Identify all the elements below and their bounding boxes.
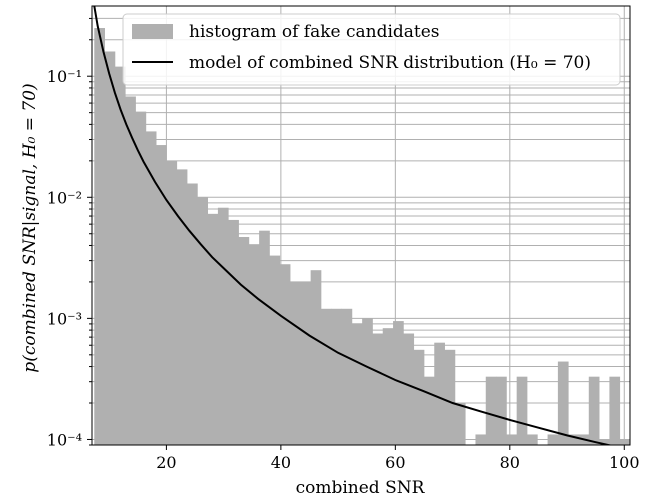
histogram-bar bbox=[187, 183, 198, 445]
histogram-bar bbox=[228, 219, 239, 445]
histogram-bar bbox=[599, 439, 610, 445]
histogram-bar bbox=[526, 434, 538, 445]
x-tick-label: 60 bbox=[385, 453, 405, 472]
histogram-bar bbox=[588, 376, 600, 445]
histogram-bar bbox=[413, 349, 425, 445]
histogram-bar bbox=[609, 376, 621, 445]
histogram-bar bbox=[176, 169, 188, 445]
histogram-bar bbox=[444, 349, 456, 445]
legend-label-histogram: histogram of fake candidates bbox=[189, 22, 440, 42]
histogram-bar bbox=[516, 376, 528, 445]
histogram-bar bbox=[434, 342, 445, 445]
histogram-bar bbox=[238, 236, 250, 445]
histogram-bar bbox=[135, 111, 147, 445]
y-tick-label: 10⁻⁴ bbox=[47, 430, 82, 449]
histogram-bar bbox=[310, 270, 322, 445]
histogram-bar bbox=[331, 308, 342, 445]
histogram-bar bbox=[341, 308, 353, 445]
histogram-bar bbox=[372, 333, 384, 445]
histogram-bar bbox=[207, 213, 219, 445]
legend-label-model: model of combined SNR distribution (H₀ =… bbox=[189, 53, 591, 73]
histogram-bar bbox=[351, 323, 363, 445]
histogram-bar bbox=[320, 308, 332, 445]
model-curve bbox=[93, 6, 613, 445]
histogram-bar bbox=[568, 434, 579, 445]
x-tick-label: 40 bbox=[271, 453, 291, 472]
histogram-bar bbox=[454, 403, 466, 445]
histogram-bar bbox=[125, 96, 136, 445]
histogram-bar bbox=[145, 131, 157, 445]
histogram-bar bbox=[290, 281, 301, 445]
histogram-bar bbox=[557, 361, 569, 445]
histogram-bar bbox=[382, 328, 394, 445]
legend: histogram of fake candidates model of co… bbox=[122, 13, 621, 86]
histogram-bar bbox=[248, 244, 260, 445]
histogram-bar bbox=[485, 376, 497, 445]
histogram-bar bbox=[279, 264, 291, 445]
x-tick-label: 20 bbox=[156, 453, 176, 472]
y-axis-label: p(combined SNR|signal, H₀ = 70) bbox=[20, 83, 40, 372]
histogram-bar bbox=[393, 321, 404, 445]
histogram-bar bbox=[619, 439, 631, 445]
axis-ticks: 20 40 60 80 100 10⁻⁴ 10⁻³ 10⁻² 10⁻¹ bbox=[47, 17, 640, 472]
y-tick-label: 10⁻² bbox=[47, 188, 82, 207]
y-tick-label: 10⁻¹ bbox=[47, 67, 82, 86]
histogram-bar bbox=[300, 281, 312, 445]
histogram-bar bbox=[547, 434, 559, 445]
histogram-bar bbox=[259, 230, 270, 445]
y-tick-label: 10⁻³ bbox=[47, 309, 82, 328]
histogram-bar bbox=[114, 66, 126, 445]
histogram-bar bbox=[94, 28, 105, 446]
histogram-bars bbox=[94, 28, 631, 446]
histogram-bar bbox=[496, 376, 507, 445]
legend-swatch-histogram bbox=[132, 24, 173, 39]
legend-box bbox=[122, 13, 621, 86]
histogram-bar bbox=[362, 318, 373, 445]
model-curve-layer bbox=[93, 6, 613, 445]
plot-frame bbox=[91, 5, 631, 446]
histogram-bar bbox=[217, 207, 229, 445]
histogram-bar bbox=[156, 145, 167, 446]
histogram-bar bbox=[403, 333, 415, 445]
histogram-bar bbox=[104, 51, 116, 446]
histogram-bar bbox=[506, 434, 518, 445]
histogram-bar bbox=[197, 197, 209, 445]
histogram-bar bbox=[423, 376, 435, 445]
x-tick-label: 80 bbox=[500, 453, 520, 472]
histogram-bar bbox=[475, 434, 487, 445]
histogram-bar bbox=[269, 255, 281, 445]
histogram-bar bbox=[166, 160, 178, 445]
x-axis-label: combined SNR bbox=[296, 478, 426, 498]
x-tick-label: 100 bbox=[609, 453, 640, 472]
